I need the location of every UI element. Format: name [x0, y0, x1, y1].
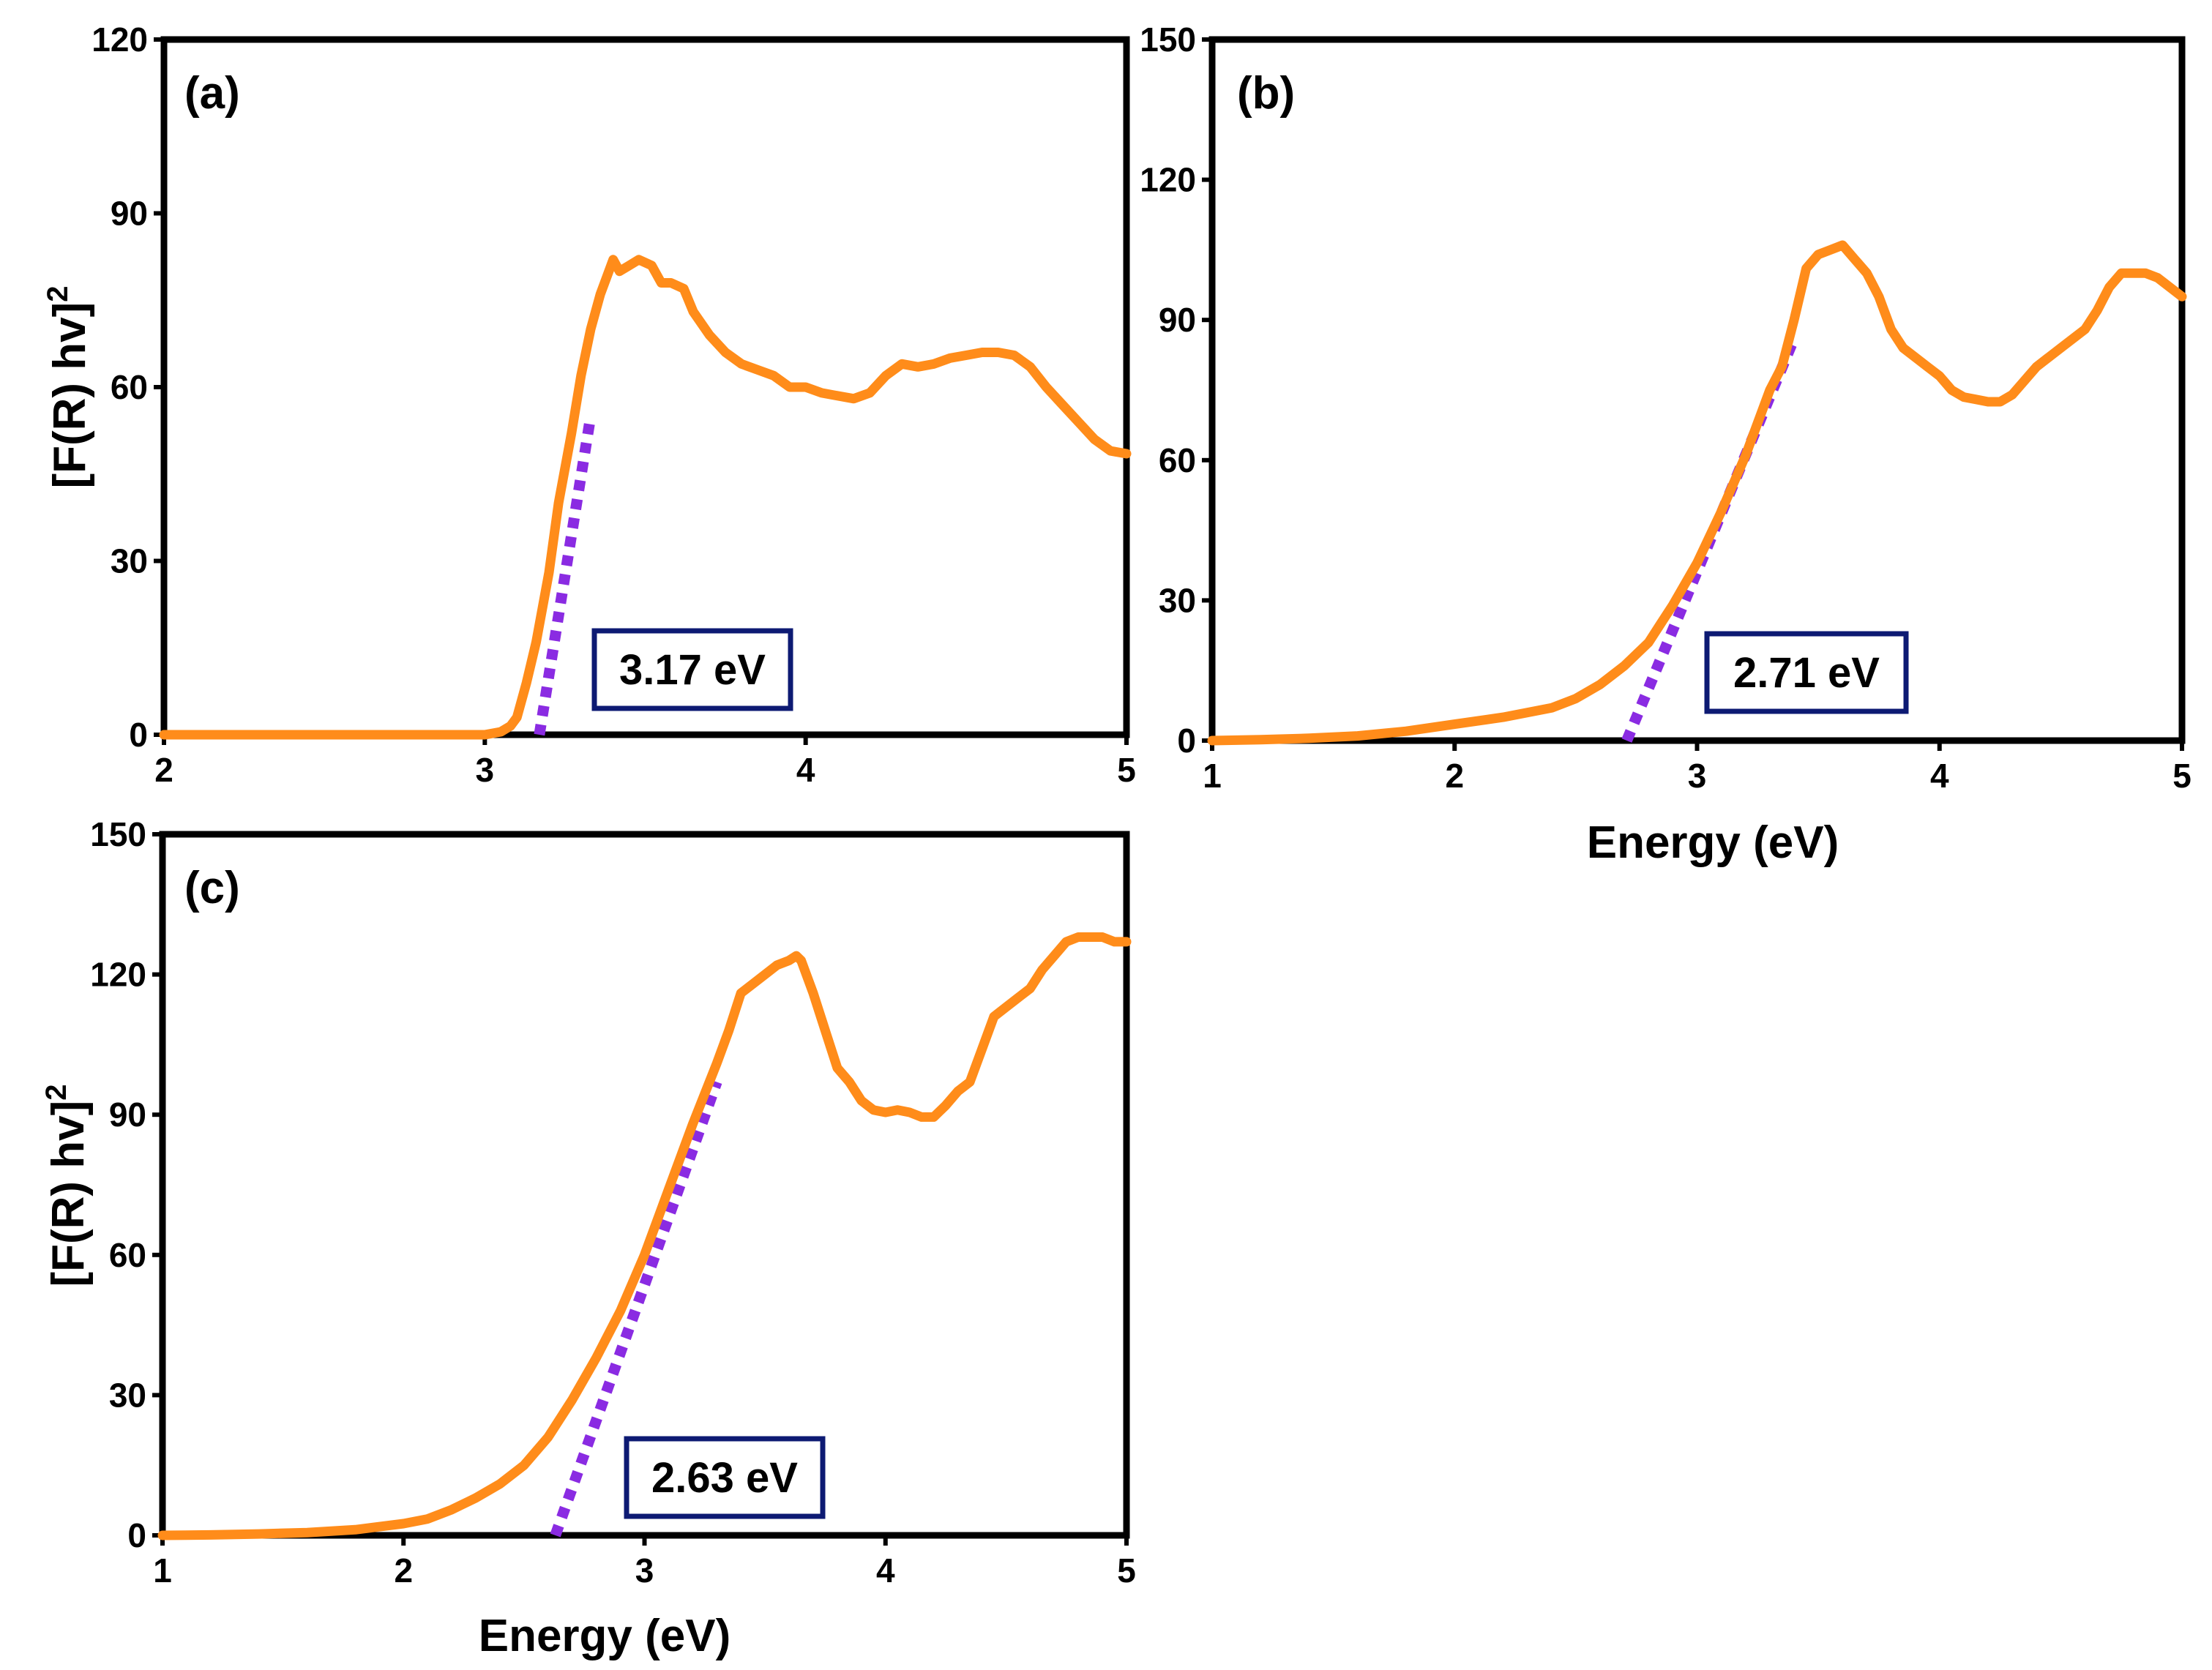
x-tick-label: 1 — [1203, 757, 1222, 795]
y-tick-label: 120 — [91, 20, 148, 59]
fit-line — [550, 1079, 722, 1538]
plot-frame — [159, 831, 1130, 1539]
band-gap-box — [591, 628, 793, 711]
x-tick-label: 2 — [1445, 757, 1464, 795]
band-gap-box — [1704, 631, 1909, 714]
panel-label: (c) — [184, 863, 240, 913]
fit-line — [534, 415, 597, 736]
panel-label: (b) — [1237, 68, 1295, 119]
x-axis-title: Energy (eV) — [1587, 817, 1839, 868]
y-ticks: 0 30 60 90 120 150 — [1140, 20, 1212, 760]
y-tick-label: 90 — [111, 195, 148, 233]
y-tick-label: 90 — [109, 1096, 146, 1134]
x-tick-label: 4 — [796, 751, 815, 789]
y-tick-label: 30 — [1159, 581, 1196, 619]
y-ticks: 0 30 60 90 120 150 — [90, 815, 162, 1554]
x-tick-label: 5 — [2172, 757, 2192, 795]
x-tick-label: 3 — [1688, 757, 1707, 795]
y-tick-label: 0 — [129, 716, 148, 754]
x-tick-label: 2 — [394, 1551, 413, 1590]
x-tick-label: 4 — [1930, 757, 1949, 795]
y-tick-label: 60 — [111, 368, 148, 406]
y-tick-label: 60 — [109, 1236, 146, 1274]
y-tick-label: 150 — [1140, 20, 1196, 59]
band-gap-label: 2.63 eV — [651, 1454, 798, 1502]
x-tick-label: 3 — [635, 1551, 654, 1590]
y-tick-label: 120 — [1140, 161, 1196, 199]
y-tick-label: 150 — [90, 815, 146, 853]
panel-label: (a) — [184, 68, 240, 119]
panel-a: 0 30 60 90 120 2 3 4 5 (a) 3.17 eV [F(R) hv]2 — [42, 20, 1136, 789]
y-tick-label: 90 — [1159, 301, 1196, 339]
x-tick-label: 3 — [476, 751, 495, 789]
absorption-curve — [157, 932, 1132, 1540]
x-tick-label: 1 — [153, 1551, 172, 1590]
plot-frame — [1208, 36, 2186, 744]
x-ticks: 2 3 4 5 — [154, 735, 1136, 789]
x-axis-title: Energy (eV) — [479, 1611, 731, 1661]
absorption-curve — [1207, 240, 2187, 746]
absorption-curve — [159, 255, 1132, 740]
x-tick-label: 2 — [154, 751, 173, 789]
y-tick-label: 120 — [90, 956, 146, 994]
y-tick-label: 0 — [1177, 722, 1196, 760]
y-tick-label: 60 — [1159, 441, 1196, 479]
x-tick-label: 5 — [1117, 751, 1136, 789]
band-gap-label: 3.17 eV — [619, 646, 766, 694]
x-tick-label: 5 — [1117, 1551, 1136, 1590]
y-axis-title: [F(R) hv]2 — [40, 1084, 94, 1287]
y-ticks: 0 30 60 90 120 — [91, 20, 164, 754]
band-gap-label: 2.71 eV — [1733, 649, 1880, 697]
x-tick-label: 4 — [876, 1551, 895, 1590]
x-ticks: 1 2 3 4 5 — [1203, 741, 2192, 795]
x-ticks: 1 2 3 4 5 — [153, 1535, 1136, 1590]
panel-c: 0 30 60 90 120 150 1 2 3 4 5 (c) 2.63 eV [F(R) hv… — [40, 815, 1136, 1661]
panel-b: 0 30 60 90 120 150 1 2 3 4 5 (b) 2.71 eV Energy (… — [1140, 20, 2192, 868]
y-tick-label: 30 — [109, 1376, 146, 1414]
y-axis-title: [F(R) hv]2 — [42, 285, 95, 488]
band-gap-box — [624, 1436, 826, 1519]
y-tick-label: 30 — [111, 542, 148, 580]
y-tick-label: 0 — [127, 1516, 146, 1554]
